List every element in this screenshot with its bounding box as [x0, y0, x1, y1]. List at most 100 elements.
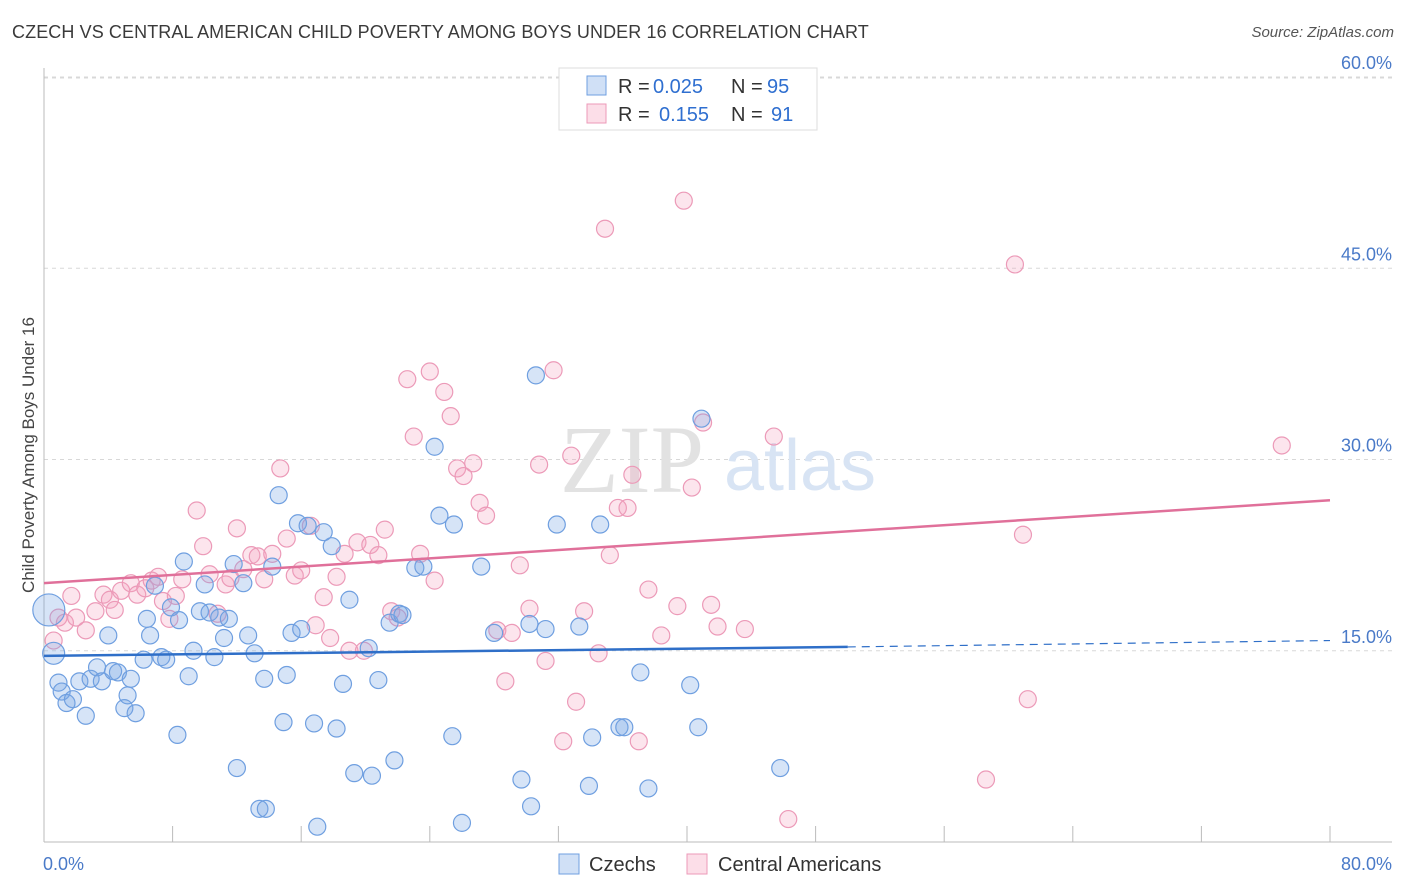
- czechs-point-77: [512, 770, 531, 789]
- y-tick-label-45: 45.0%: [1341, 244, 1392, 264]
- czechs-trend-line-extension: [847, 639, 1331, 648]
- czechs-point-65: [385, 751, 404, 770]
- central-americans-point-47: [375, 520, 394, 539]
- czechs-point-15: [118, 686, 137, 705]
- central-americans-point-2: [55, 613, 74, 632]
- central-americans-point-55: [435, 382, 454, 402]
- central-americans-point-72: [566, 692, 586, 711]
- czechs-point-56: [322, 537, 341, 556]
- chart-title: CZECH VS CENTRAL AMERICAN CHILD POVERTY …: [12, 22, 869, 42]
- x-tick-label-min: 0.0%: [43, 854, 84, 874]
- czechs-point-51: [292, 619, 311, 639]
- legend-swatch-central-americans: [586, 103, 607, 124]
- central-americans-point-92: [976, 770, 996, 789]
- central-americans-point-61: [476, 506, 496, 525]
- central-americans-point-78: [618, 498, 637, 518]
- central-americans-point-63: [496, 672, 515, 691]
- central-americans-point-38: [314, 588, 333, 607]
- central-americans-point-96: [1272, 436, 1291, 455]
- czechs-point-5: [63, 690, 83, 709]
- central-americans-point-5: [76, 621, 95, 640]
- czechs-points: [32, 366, 790, 836]
- central-americans-point-91: [779, 809, 798, 829]
- central-americans-point-59: [464, 454, 483, 473]
- central-americans-point-82: [652, 626, 671, 645]
- czechs-point-6: [70, 672, 89, 691]
- czechs-point-53: [304, 714, 324, 733]
- czechs-point-48: [277, 665, 296, 685]
- central-americans-point-32: [271, 459, 290, 478]
- bottom-legend-central-americans: Central Americans: [718, 854, 881, 876]
- bottom-legend-swatch-czechs: [558, 853, 580, 875]
- czechs-point-20: [140, 626, 160, 645]
- trend-lines: [43, 499, 1331, 658]
- czechs-point-60: [345, 764, 364, 783]
- central-americans-point-20: [187, 501, 206, 520]
- czechs-point-31: [195, 575, 214, 594]
- central-americans-point-81: [639, 580, 658, 599]
- y-axis-label: Child Poverty Among Boys Under 16: [19, 317, 38, 593]
- czechs-trend-line: [43, 645, 848, 658]
- czechs-point-21: [145, 576, 165, 595]
- x-tick-label-max: 80.0%: [1341, 854, 1392, 874]
- legend-r-value-2: 0.155: [659, 104, 709, 126]
- czechs-point-75: [472, 557, 491, 576]
- central-americans-point-44: [354, 641, 373, 660]
- source-credit: Source: ZipAtlas.com: [1251, 24, 1394, 41]
- central-americans-point-76: [600, 546, 619, 565]
- central-americans-point-93: [1005, 255, 1025, 274]
- czechs-point-61: [359, 639, 378, 658]
- czechs-point-86: [591, 515, 610, 534]
- czechs-point-38: [227, 758, 246, 778]
- czechs-point-70: [425, 437, 444, 456]
- czechs-point-84: [579, 776, 599, 796]
- watermark-atlas: atlas: [724, 426, 876, 506]
- central-americans-point-42: [340, 641, 359, 660]
- czechs-point-16: [121, 669, 140, 688]
- bottom-legend-swatch-central-americans: [686, 853, 708, 875]
- central-americans-point-39: [321, 628, 340, 648]
- central-americans-point-31: [263, 544, 282, 563]
- legend-r-value-1: 0.025: [653, 76, 703, 98]
- czechs-point-85: [583, 728, 602, 747]
- czechs-point-30: [190, 602, 210, 621]
- central-americans-point-53: [420, 362, 439, 381]
- central-americans-point-37: [306, 616, 325, 635]
- czechs-point-67: [393, 605, 412, 625]
- czechs-point-76: [485, 623, 504, 643]
- czechs-point-90: [639, 779, 658, 798]
- czechs-point-93: [692, 409, 711, 428]
- czechs-point-11: [99, 626, 118, 645]
- czechs-point-35: [214, 628, 234, 648]
- central-americans-point-87: [702, 595, 721, 614]
- central-americans-point-3: [62, 586, 81, 606]
- tick-labels: 15.0% 30.0% 45.0% 60.0% 0.0% 80.0%: [43, 53, 1392, 874]
- czechs-point-26: [169, 611, 189, 630]
- central-americans-point-94: [1013, 525, 1033, 544]
- czechs-point-45: [263, 557, 282, 576]
- central-americans-point-28: [242, 546, 261, 565]
- legend-n-label-1: N =: [731, 76, 763, 98]
- central-americans-point-56: [441, 407, 460, 426]
- czechs-point-72: [443, 727, 462, 746]
- central-americans-point-77: [608, 498, 627, 518]
- czechs-point-28: [179, 667, 198, 686]
- czechs-point-7: [76, 706, 95, 725]
- central-americans-point-85: [682, 478, 701, 497]
- czechs-point-89: [631, 663, 650, 682]
- czechs-point-39: [234, 574, 253, 593]
- czechs-point-87: [610, 718, 629, 737]
- central-americans-point-90: [764, 427, 783, 446]
- central-americans-point-79: [623, 465, 642, 484]
- legend-r-label-2: R =: [618, 104, 650, 126]
- central-americans-point-51: [404, 427, 423, 446]
- central-americans-point-70: [554, 732, 573, 751]
- central-americans-trend-line: [43, 499, 1331, 585]
- central-americans-point-80: [629, 732, 648, 751]
- czechs-point-34: [210, 608, 229, 627]
- czechs-point-69: [414, 557, 433, 576]
- central-americans-point-75: [595, 219, 615, 238]
- central-americans-point-84: [674, 191, 693, 210]
- czechs-point-47: [274, 713, 293, 732]
